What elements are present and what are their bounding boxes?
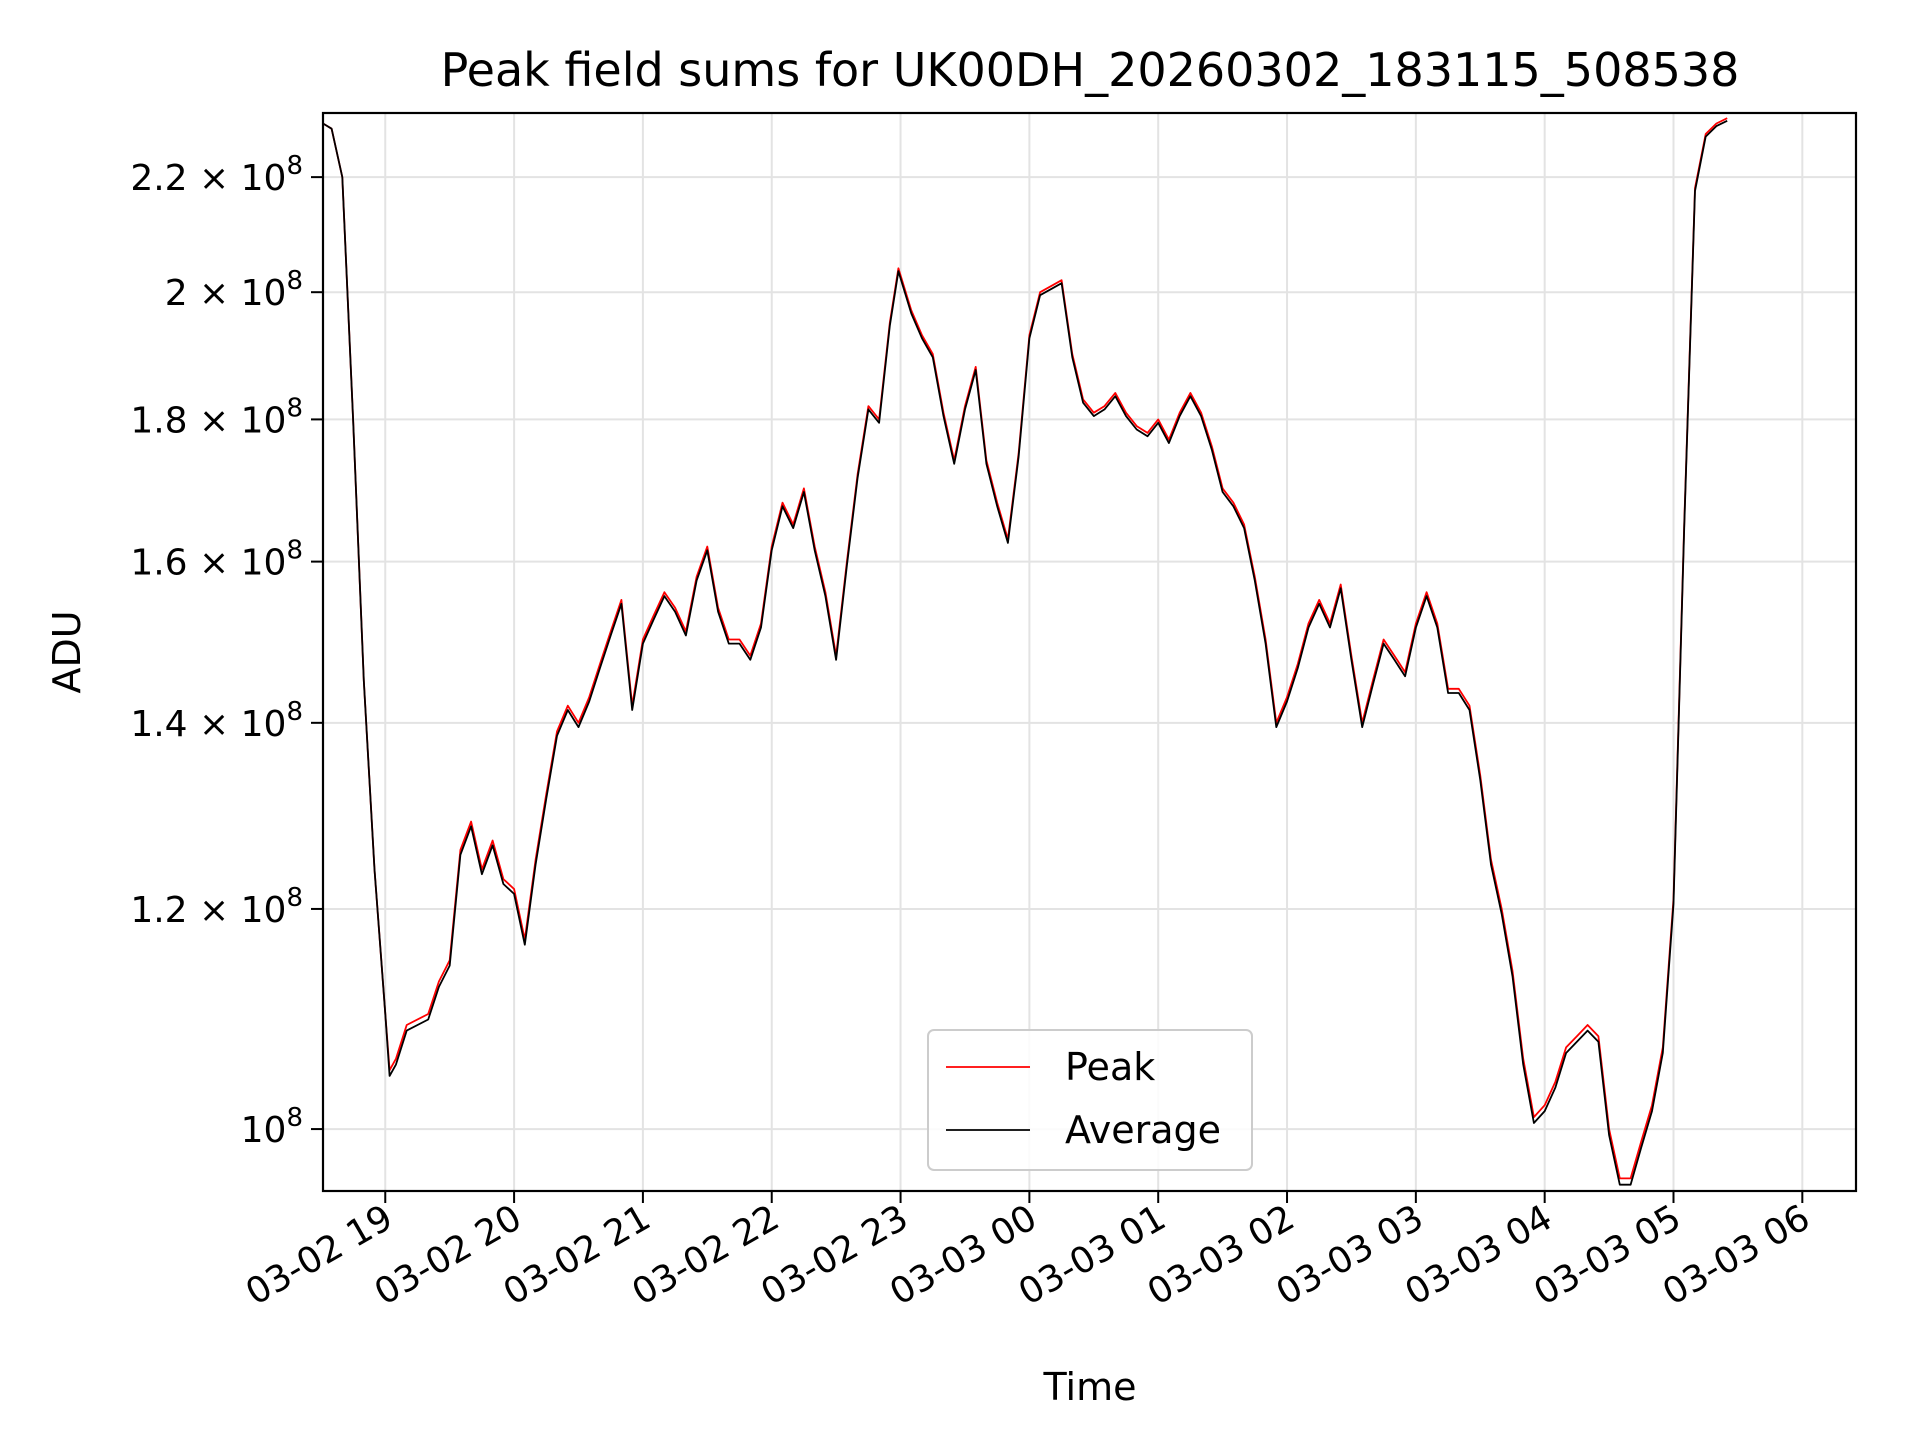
y-tick-label: 1.2 × 108	[130, 883, 303, 931]
plot-frame	[321, 111, 1858, 1193]
legend-peak-label: Peak	[1065, 1045, 1155, 1089]
y-tick-label: 2.2 × 108	[130, 151, 303, 199]
y-tick-label: 108	[241, 1103, 303, 1151]
y-axis-label: ADU	[45, 610, 89, 693]
y-tick-label: 1.6 × 108	[130, 536, 303, 584]
legend-average-label: Average	[1065, 1108, 1221, 1152]
legend-box	[927, 1029, 1253, 1171]
grid	[323, 113, 1856, 1191]
series-line-average	[323, 119, 1728, 1186]
y-tick-label: 2 × 108	[165, 266, 303, 314]
y-tick-label: 1.8 × 108	[130, 393, 303, 441]
series-layer	[323, 117, 1728, 1186]
x-axis-label: Time	[1043, 1365, 1137, 1409]
y-tick-label: 1.4 × 108	[130, 697, 303, 745]
legend: Peak Average	[927, 1029, 1253, 1171]
y-axis-ticks: 108 1.2 × 108 1.4 × 108 1.6 × 108 1.8 × 108 2…	[130, 151, 323, 1151]
chart-title: Peak field sums for UK00DH_20260302_1831…	[441, 43, 1740, 97]
